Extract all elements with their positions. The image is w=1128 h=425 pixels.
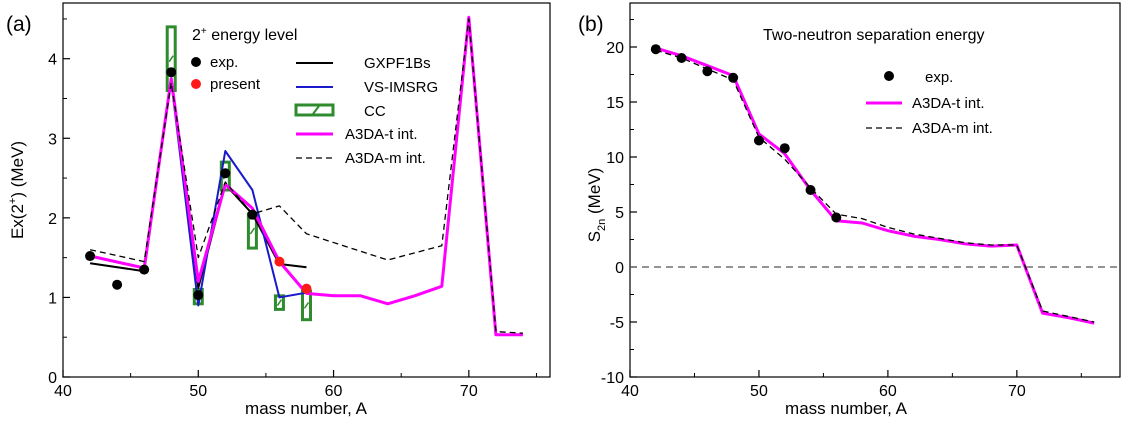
panel-b-ytick-label: 0	[615, 260, 624, 277]
panel-a-series-exp-point	[220, 168, 231, 179]
panel-a-series-exp-point	[193, 290, 204, 301]
panel-a-xtick-label: 60	[325, 383, 343, 400]
panel-b-ytick-label: -10	[601, 370, 624, 387]
panel-a-xtick-label: 70	[460, 383, 478, 400]
panel-a-series-present-point	[301, 283, 312, 294]
panel-b-ytick-label: 10	[606, 150, 624, 167]
panel-a-series-cc-band-hatch	[276, 299, 283, 307]
panel-b-series-exp-point	[779, 143, 790, 154]
panel-b-ytick-label: 20	[606, 40, 624, 57]
panel-b-xtick-label: 60	[879, 383, 897, 400]
legend-a3da-t-label: A3DA-t int.	[345, 126, 418, 143]
panel-b-xtick-label: 70	[1008, 383, 1026, 400]
panel-a-series-a3da-t-int-line	[89, 15, 523, 337]
panel-a-xtick-label: 50	[189, 383, 207, 400]
panel-a-series-cc-band-hatch	[303, 301, 310, 309]
panel-a-series-exp-point	[247, 209, 258, 220]
panel-a: (a) 40 50 60 70 0 1 2 3 4 mass number, A Ex(2+) …	[6, 2, 551, 418]
panel-b-legend: exp. A3DA-t int. A3DA-m int.	[866, 69, 993, 137]
panel-a-legend: exp. present GXPF1Bs VS-IMSRG CC A3DA-t …	[191, 54, 438, 167]
panel-b-series-exp-point	[831, 212, 842, 223]
panel-b-series-exp-point	[702, 66, 713, 77]
panel-a-series-vs-imsrg-line	[170, 80, 307, 307]
panel-a-xtick-label: 40	[54, 383, 72, 400]
panel-a-ticks: 40 50 60 70 0 1 2 3 4	[48, 18, 537, 400]
panel-a-series-exp-point	[112, 279, 123, 290]
panel-b-series-exp-point	[805, 185, 816, 195]
panel-a-ytick-label: 0	[48, 370, 57, 387]
panel-a-frame	[62, 2, 551, 378]
panel-b-ticks: 40 50 60 70 -10 -5 0 5 10 15 20	[601, 19, 1082, 400]
panel-b-label: (b)	[578, 13, 604, 36]
panel-b-xtick-label: 50	[750, 383, 768, 400]
legend-exp-label: exp.	[210, 54, 238, 71]
panel-a-xlabel: mass number, A	[245, 399, 368, 418]
panel-a-series-a3da-m-int-line	[89, 18, 523, 334]
legend-cc-label: CC	[364, 103, 386, 120]
panel-a-ytick-label: 4	[48, 52, 57, 69]
legend-b-a3da-t-label: A3DA-t int.	[912, 95, 985, 112]
legend-cc-swatch	[294, 103, 335, 117]
panel-a-series-exp-point	[85, 251, 96, 262]
panel-a-ytick-label: 1	[48, 290, 57, 307]
panel-a-ytick-label: 3	[48, 131, 57, 148]
legend-present-marker	[191, 79, 201, 89]
panel-a-series-cc-band-hatch	[168, 55, 174, 63]
legend-present-label: present	[210, 76, 261, 93]
panel-a-series-exp-point	[166, 67, 177, 78]
panel-b-frame	[629, 2, 1121, 378]
legend-gxpf1bs-label: GXPF1Bs	[364, 55, 431, 72]
panel-a-plot-area	[85, 15, 523, 337]
legend-b-exp-marker	[884, 71, 894, 81]
panel-b-xlabel: mass number, A	[785, 399, 908, 418]
panel-b: (b) 40 50 60 70 -10 -5 0 5 10 15 20 mass number, A…	[578, 2, 1121, 418]
panel-a-series-cc-band-hatch	[249, 227, 256, 235]
panel-b-ylabel: S2n (MeV)	[585, 168, 608, 243]
panel-b-title: Two-neutron separation energy	[763, 27, 984, 44]
panel-b-ytick-label: 5	[615, 205, 624, 222]
panel-b-series-exp-point	[676, 53, 687, 63]
panel-a-title: 2+ energy level	[192, 26, 297, 44]
panel-b-xtick-label: 40	[621, 383, 639, 400]
legend-vs-imsrg-label: VS-IMSRG	[364, 79, 438, 96]
panel-b-series-a3da-m-int-line	[655, 49, 1095, 323]
panel-b-ytick-label: 15	[606, 95, 624, 112]
panel-a-series-present-point	[274, 256, 285, 267]
panel-b-series-exp-point	[728, 72, 739, 83]
legend-a3da-m-label: A3DA-m int.	[345, 150, 426, 167]
panel-a-ytick-label: 2	[48, 211, 57, 228]
panel-b-series-exp-point	[753, 135, 764, 146]
legend-b-a3da-m-label: A3DA-m int.	[912, 120, 993, 137]
panel-a-label: (a)	[6, 13, 32, 36]
panel-a-series-exp-point	[139, 264, 150, 275]
panel-b-series-a3da-t-int-line	[655, 46, 1095, 325]
panel-b-plot-area	[630, 44, 1120, 325]
panel-a-ylabel: Ex(2+) (MeV)	[7, 141, 27, 239]
legend-exp-marker	[191, 57, 201, 67]
panel-b-series-exp-point	[650, 44, 661, 55]
legend-b-exp-label: exp.	[925, 69, 953, 86]
panel-b-ytick-label: -5	[610, 315, 624, 332]
